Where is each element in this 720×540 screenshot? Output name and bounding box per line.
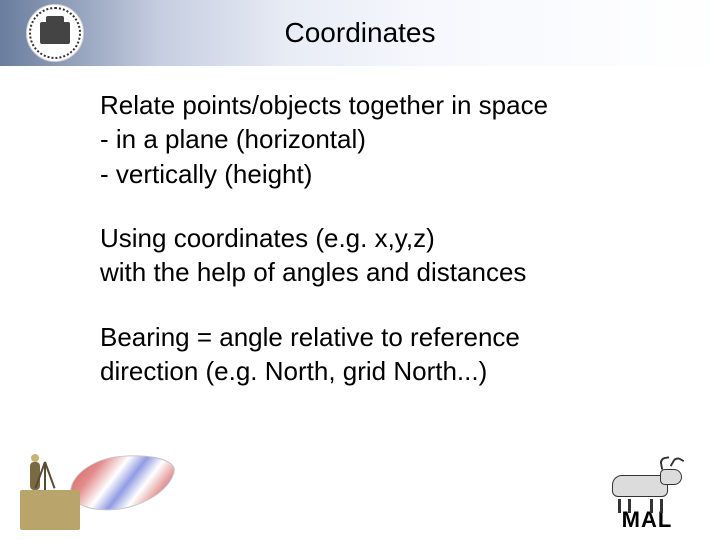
page-title: Coordinates <box>285 17 436 49</box>
text-line: Using coordinates (e.g. x,y,z) <box>100 221 680 255</box>
text-line: Bearing = angle relative to reference <box>100 320 680 354</box>
content-area: Relate points/objects together in space … <box>0 66 720 388</box>
moose-icon <box>602 457 692 505</box>
surveyor-illustration <box>20 445 170 530</box>
seal-building-icon <box>40 22 70 44</box>
header-bar: Coordinates <box>0 0 720 66</box>
moose-leg-icon <box>660 499 663 513</box>
antler-icon <box>659 456 671 470</box>
text-line: Relate points/objects together in space <box>100 88 680 122</box>
ground-icon <box>20 490 80 530</box>
text-line: - vertically (height) <box>100 157 680 191</box>
moose-leg-icon <box>628 499 631 513</box>
text-line: direction (e.g. North, grid North...) <box>100 354 680 388</box>
mal-label: MAL <box>592 507 702 533</box>
paragraph-1: Relate points/objects together in space … <box>100 88 680 191</box>
moose-leg-icon <box>618 499 621 513</box>
paragraph-3: Bearing = angle relative to reference di… <box>100 320 680 389</box>
paragraph-2: Using coordinates (e.g. x,y,z) with the … <box>100 221 680 290</box>
mal-logo: MAL <box>592 457 702 532</box>
text-line: - in a plane (horizontal) <box>100 122 680 156</box>
terrain-surface-icon <box>65 450 180 515</box>
tripod-icon <box>44 462 46 490</box>
text-line: with the help of angles and distances <box>100 255 680 289</box>
moose-leg-icon <box>650 499 653 513</box>
surveyor-head-icon <box>31 454 39 462</box>
university-seal-logo <box>26 4 84 62</box>
moose-head-icon <box>660 469 682 485</box>
